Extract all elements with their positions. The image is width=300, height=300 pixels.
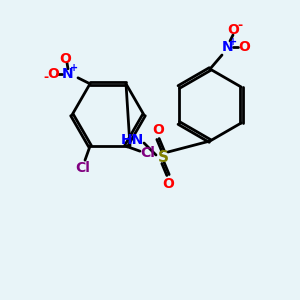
Text: N: N xyxy=(222,40,234,54)
Text: +: + xyxy=(70,63,78,73)
Text: O: O xyxy=(227,23,239,37)
Text: O: O xyxy=(59,52,71,66)
Text: HN: HN xyxy=(120,133,144,147)
Text: O: O xyxy=(162,177,174,191)
Text: O: O xyxy=(152,123,164,137)
Text: Cl: Cl xyxy=(76,161,90,175)
Text: -: - xyxy=(237,19,243,32)
Text: O: O xyxy=(238,40,250,54)
Text: -: - xyxy=(44,71,49,84)
Text: S: S xyxy=(158,149,169,164)
Text: Cl: Cl xyxy=(141,146,155,160)
Text: O: O xyxy=(47,67,59,81)
Text: +: + xyxy=(229,37,237,47)
Text: N: N xyxy=(62,67,74,81)
